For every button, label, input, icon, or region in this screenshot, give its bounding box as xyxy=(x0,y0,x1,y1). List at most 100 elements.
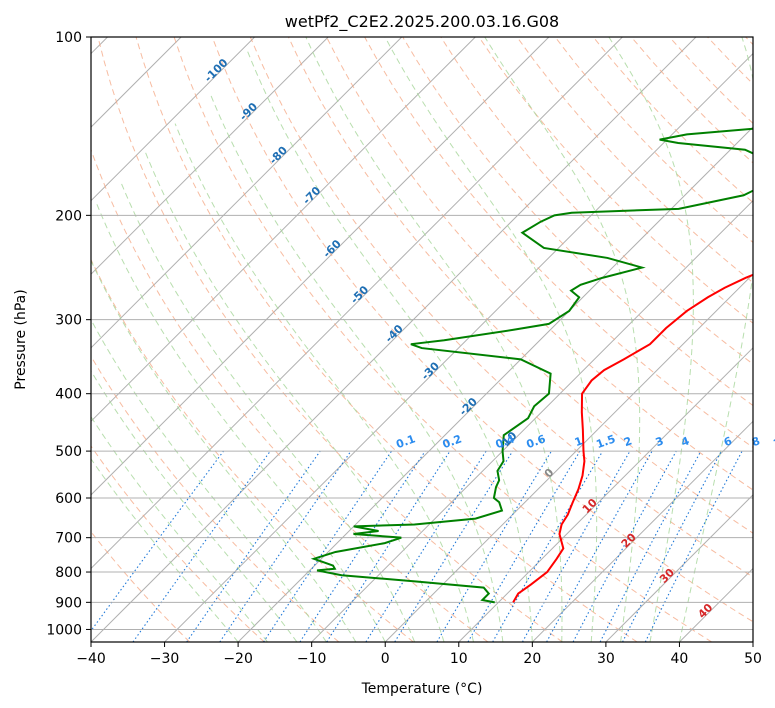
dry-adiabat-line xyxy=(91,148,489,642)
isotherm-line xyxy=(237,126,753,642)
x-tick-label: 40 xyxy=(671,651,689,667)
y-tick-label: 300 xyxy=(55,313,82,329)
y-tick-label: 900 xyxy=(55,595,82,611)
mixing-ratio-line xyxy=(365,450,487,642)
moist-adiabat-line xyxy=(305,37,563,642)
isotherm-label: -100 xyxy=(202,56,231,85)
dry-adiabat-line xyxy=(478,37,753,324)
x-tick-label: −40 xyxy=(76,651,106,667)
moist-adiabat-line xyxy=(91,259,357,642)
y-axis-label: Pressure (hPa) xyxy=(13,289,29,389)
chart-title: wetPf2_C2E2.2025.200.03.16.G08 xyxy=(285,12,559,32)
mixing-ratio-line xyxy=(263,450,392,642)
mixing-ratio-label: 0.4 xyxy=(494,432,517,451)
temperature-profile-line xyxy=(512,273,753,603)
dry-adiabat-line xyxy=(516,37,753,284)
x-axis-label: Temperature (°C) xyxy=(361,681,483,697)
mixing-ratio-label: 3 xyxy=(654,434,666,449)
isotherm-line xyxy=(91,37,256,202)
moist-adiabat-line xyxy=(91,369,298,642)
moist-adiabat-line xyxy=(484,37,641,642)
dry-adiabat-line xyxy=(592,37,753,204)
moist-adiabat-line xyxy=(119,180,416,642)
background-lines xyxy=(91,37,753,642)
y-tick-label: 200 xyxy=(55,208,82,224)
dry-adiabat-line xyxy=(554,37,753,244)
mixing-ratio-line xyxy=(219,450,352,642)
isotherm-label: -60 xyxy=(320,237,343,260)
isotherm-label: 40 xyxy=(695,601,715,621)
plot-frame xyxy=(90,36,754,643)
x-tick-label: −30 xyxy=(150,651,180,667)
dry-adiabat-line xyxy=(440,37,753,365)
dry-adiabat-line xyxy=(91,355,340,642)
isotherm-label: 20 xyxy=(619,530,639,550)
x-axis: −40 −30 −20 −10 0 10 20 30 40 50 xyxy=(76,642,762,667)
dry-adiabat-line xyxy=(249,37,753,578)
dewpoint-profile-line xyxy=(310,127,753,604)
x-tick-label: 20 xyxy=(523,651,541,667)
sounding-profiles xyxy=(310,127,753,604)
dry-adiabat-line xyxy=(211,37,753,623)
isotherm-label: -70 xyxy=(300,184,323,207)
isotherm-label: 10 xyxy=(580,496,600,516)
mixing-ratio-line xyxy=(186,450,321,642)
isotherm-line xyxy=(91,37,623,570)
y-tick-label: 500 xyxy=(55,444,82,460)
dry-adiabat-line xyxy=(97,37,563,642)
mixing-ratio-line xyxy=(546,450,653,642)
mixing-ratio-line xyxy=(326,450,451,642)
isotherm-label: -80 xyxy=(267,144,290,167)
isotherm-label: 30 xyxy=(657,566,677,586)
moist-adiabat-line xyxy=(91,458,239,642)
moist-adiabat-line xyxy=(678,37,753,642)
x-tick-label: 10 xyxy=(450,651,468,667)
mixing-ratio-line xyxy=(91,450,224,632)
isotherm-line xyxy=(679,567,753,642)
mixing-ratio-label: 1 xyxy=(573,434,585,449)
x-tick-label: 30 xyxy=(597,651,615,667)
isotherm-label: -90 xyxy=(237,100,260,123)
moist-adiabat-line xyxy=(91,318,327,642)
mixing-ratio-label: 0.2 xyxy=(441,432,464,451)
mixing-ratio-line xyxy=(644,450,743,642)
isotherm-line xyxy=(91,37,550,496)
y-tick-label: 800 xyxy=(55,565,82,581)
mixing-ratio-label: 1.5 xyxy=(594,432,617,451)
mixing-ratio-line xyxy=(299,450,426,642)
moist-adiabat-line xyxy=(246,49,533,642)
mixing-ratio-line xyxy=(599,450,702,642)
isotherm-line xyxy=(311,199,753,642)
isotherm-line xyxy=(752,641,753,642)
moist-adiabat-line xyxy=(91,415,268,642)
mixing-ratio-line xyxy=(132,450,271,642)
y-axis: 100 200 300 400 500 600 700 800 900 1000 xyxy=(46,30,91,638)
mixing-ratio-line xyxy=(394,450,514,642)
mixing-ratio-line xyxy=(521,450,631,642)
isotherm-line xyxy=(91,37,476,423)
y-tick-label: 700 xyxy=(55,531,82,547)
mixing-ratio-label: 10 xyxy=(771,433,775,451)
moist-adiabat-line xyxy=(608,37,694,642)
isotherm-line xyxy=(531,420,753,642)
moist-adiabat-line xyxy=(95,201,386,642)
mixing-ratio-label: 0.1 xyxy=(394,432,417,451)
isotherm-line xyxy=(164,52,753,642)
isotherm-line xyxy=(605,494,753,642)
dry-adiabat-line xyxy=(326,37,753,491)
y-tick-label: 600 xyxy=(55,491,82,507)
isotherm-line xyxy=(458,347,753,642)
dry-adiabat-line xyxy=(669,37,753,125)
mixing-ratio-label: 2 xyxy=(622,434,634,449)
dry-adiabat-line xyxy=(173,37,713,642)
y-tick-label: 100 xyxy=(55,30,82,46)
x-tick-label: 0 xyxy=(381,651,390,667)
dry-adiabat-line xyxy=(707,37,753,85)
mixing-ratio-label: 8 xyxy=(750,434,762,449)
x-tick-label: −10 xyxy=(297,651,327,667)
y-tick-label: 1000 xyxy=(46,622,82,638)
dry-adiabat-line xyxy=(91,445,265,642)
mixing-ratio-label: 0.6 xyxy=(525,432,548,451)
isotherm-line xyxy=(91,37,329,275)
